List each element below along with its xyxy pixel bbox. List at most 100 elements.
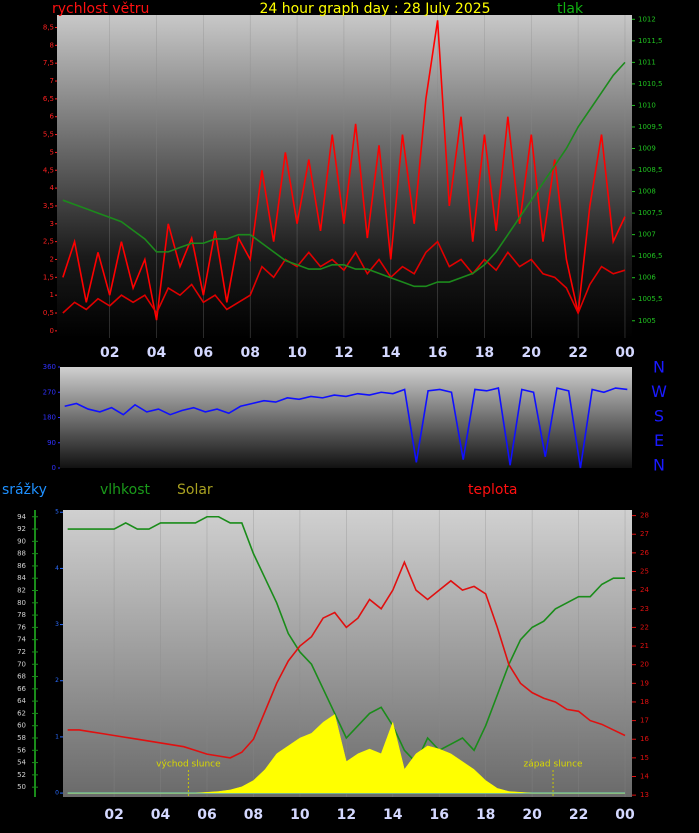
temp-tick-label: 17 [640, 717, 649, 725]
compass-label: E [654, 431, 664, 450]
x-tick-label: 06 [197, 807, 216, 823]
y-tick-label: 2 [50, 255, 54, 263]
y2-tick-label: 1008,5 [638, 166, 663, 174]
humidity-tick-label: 68 [17, 673, 26, 681]
y-tick-label: 1,5 [43, 273, 54, 281]
x-tick-label: 06 [194, 345, 213, 361]
x-tick-label: 14 [381, 345, 401, 361]
series-line [67, 515, 626, 764]
plot-bg-3 [63, 510, 632, 797]
y-tick-label: 0 [50, 327, 54, 335]
x-tick-label: 18 [475, 345, 494, 361]
legend-label: vlhkost [100, 482, 151, 498]
annotation: západ slunce [523, 760, 583, 770]
legend-label: teplota [468, 482, 518, 498]
series-line [62, 240, 626, 316]
temp-tick-label: 19 [640, 679, 649, 687]
humidity-tick-label: 58 [17, 734, 26, 742]
temp-tick-label: 18 [640, 698, 649, 706]
x-tick-label: 20 [522, 807, 542, 823]
y-tick-label: 5 [50, 148, 54, 156]
plot-bg-1 [57, 15, 632, 338]
temp-tick-label: 28 [640, 512, 649, 520]
plot-bg-2 [60, 367, 632, 468]
temp-tick-label: 20 [640, 661, 649, 669]
y2-tick-label: 1007 [638, 231, 656, 239]
y-tick-label: 4 [50, 184, 55, 192]
x-tick-label: 12 [337, 807, 356, 823]
humidity-tick-label: 64 [17, 697, 26, 705]
x-tick-label: 08 [244, 807, 263, 823]
temp-tick-label: 22 [640, 623, 649, 631]
y-tick-label: 1 [50, 291, 54, 299]
compass-label: S [654, 407, 664, 426]
humidity-tick-label: 52 [17, 771, 26, 779]
y-tick-label: 270 [43, 388, 56, 396]
humidity-tick-label: 94 [17, 513, 26, 521]
y-tick-label: 7,5 [43, 59, 54, 67]
humidity-tick-label: 82 [17, 587, 26, 595]
series-line [62, 61, 626, 288]
y-tick-label: 90 [47, 439, 56, 447]
y2-tick-label: 1010,5 [638, 80, 663, 88]
temp-tick-label: 27 [640, 530, 649, 538]
x-tick-label: 08 [240, 345, 259, 361]
annotation: východ slunce [156, 760, 221, 770]
legend-label: Solar [177, 482, 213, 498]
y-tick-label: 2,5 [43, 238, 54, 246]
y-tick-label: 6 [50, 113, 55, 121]
series-line [64, 387, 628, 469]
rain-tick-label: 2 [55, 677, 59, 684]
legend-pressure: tlak [557, 1, 584, 17]
humidity-tick-label: 92 [17, 525, 26, 533]
x-tick-label: 10 [287, 345, 307, 361]
humidity-tick-label: 90 [17, 537, 26, 545]
x-tick-label: 12 [334, 345, 353, 361]
rain-tick-label: 5 [55, 509, 59, 516]
humidity-tick-label: 86 [17, 562, 26, 570]
humidity-tick-label: 56 [17, 746, 26, 754]
humidity-tick-label: 84 [17, 574, 26, 582]
x-tick-label: 20 [522, 345, 542, 361]
solar-area [67, 714, 626, 794]
marks: 02 04 06 08 10 12 14 16 18 20 22 0000,511,522,533,5… [2, 1, 667, 823]
humidity-tick-label: 78 [17, 611, 26, 619]
y-tick-label: 0 [52, 464, 56, 472]
y-tick-label: 6,5 [43, 95, 54, 103]
x-tick-label: 22 [568, 345, 587, 361]
temp-tick-label: 14 [640, 773, 649, 781]
rain-tick-label: 0 [55, 790, 59, 797]
y-tick-label: 4,5 [43, 166, 54, 174]
x-tick-label: 02 [104, 807, 123, 823]
x-tick-label: 02 [100, 345, 119, 361]
temp-tick-label: 15 [640, 754, 649, 762]
y2-tick-label: 1011,5 [638, 37, 663, 45]
compass-label: N [653, 456, 665, 475]
y-tick-label: 3 [50, 220, 54, 228]
x-tick-label: 04 [151, 807, 171, 823]
y-tick-label: 8 [50, 41, 54, 49]
humidity-tick-label: 54 [17, 759, 26, 767]
temp-tick-label: 16 [640, 735, 649, 743]
y2-tick-label: 1005 [638, 317, 656, 325]
y2-tick-label: 1012 [638, 15, 656, 23]
x-tick-label: 04 [147, 345, 167, 361]
y2-tick-label: 1007,5 [638, 209, 663, 217]
y2-tick-label: 1011 [638, 58, 656, 66]
compass-label: W [651, 382, 667, 401]
y2-tick-label: 1010 [638, 101, 656, 109]
humidity-tick-label: 62 [17, 709, 26, 717]
temp-tick-label: 13 [640, 791, 649, 799]
y2-tick-label: 1009 [638, 145, 656, 153]
y2-tick-label: 1006 [638, 274, 656, 282]
temp-tick-label: 26 [640, 549, 649, 557]
y2-tick-label: 1005,5 [638, 295, 663, 303]
y-tick-label: 0,5 [43, 309, 54, 317]
y-tick-label: 3,5 [43, 202, 54, 210]
rain-tick-label: 4 [55, 565, 59, 572]
y-tick-label: 8,5 [43, 23, 54, 31]
x-tick-label: 00 [615, 345, 635, 361]
legend-label: srážky [2, 482, 47, 498]
temp-tick-label: 21 [640, 642, 649, 650]
